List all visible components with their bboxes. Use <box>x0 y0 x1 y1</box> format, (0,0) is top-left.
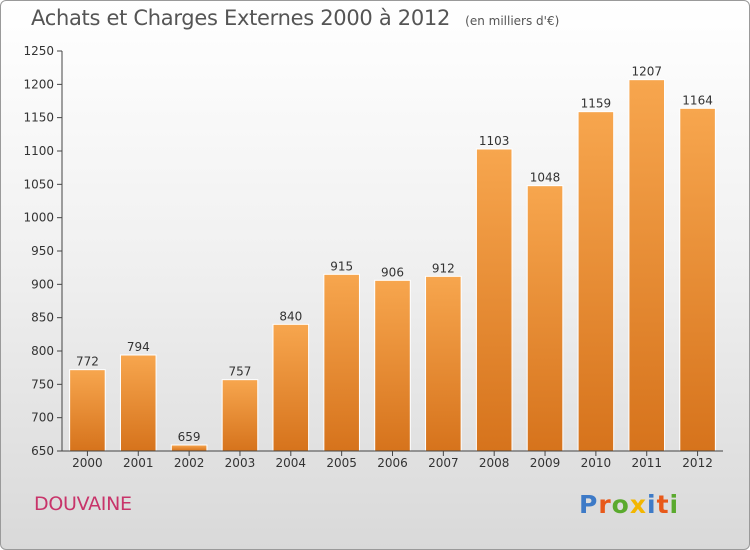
bar-2012 <box>679 107 716 452</box>
logo-letter: o <box>611 490 630 519</box>
data-label: 1048 <box>530 171 561 185</box>
y-tick-label: 800 <box>31 344 54 358</box>
y-tick-label: 900 <box>31 277 54 291</box>
x-tick-label: 2002 <box>174 456 205 470</box>
y-tick-label: 750 <box>31 377 54 391</box>
bar-2001 <box>119 354 157 452</box>
labels-layer: 772 2000 794 2001 659 2002 757 2003 840 2004 915 20… <box>23 44 712 470</box>
x-tick-label: 2007 <box>428 456 459 470</box>
x-tick-label: 2003 <box>225 456 256 470</box>
logo-letter: i <box>647 490 657 519</box>
y-tick-label: 1200 <box>23 77 54 91</box>
y-tick-label: 700 <box>31 411 54 425</box>
y-tick-label: 1150 <box>23 111 54 125</box>
bars-layer <box>69 79 716 452</box>
x-tick-label: 2005 <box>326 456 357 470</box>
title-row: Achats et Charges Externes 2000 à 2012 (… <box>31 6 559 30</box>
bar-2007 <box>425 275 462 452</box>
data-label: 915 <box>330 259 353 273</box>
data-label: 757 <box>229 365 252 379</box>
logo-letter: x <box>629 490 647 519</box>
x-tick-label: 2010 <box>581 456 612 470</box>
data-label: 794 <box>127 340 150 354</box>
y-tick-label: 850 <box>31 311 54 325</box>
bar-2000 <box>69 369 106 452</box>
bar-2011 <box>628 79 666 452</box>
data-label: 1164 <box>682 93 713 107</box>
y-tick-label: 1000 <box>23 211 54 225</box>
logo-letter: r <box>598 490 612 519</box>
x-tick-label: 2008 <box>479 456 510 470</box>
bar-2010 <box>577 111 615 452</box>
x-tick-label: 2001 <box>123 456 154 470</box>
bar-2003 <box>221 379 259 452</box>
chart-unit: (en milliers d'€) <box>465 14 560 28</box>
data-label: 659 <box>178 430 201 444</box>
bar-2009 <box>526 185 564 452</box>
location-label: DOUVAINE <box>34 493 132 515</box>
data-label: 840 <box>279 309 302 323</box>
data-label: 1103 <box>479 134 510 148</box>
x-tick-label: 2000 <box>72 456 103 470</box>
y-tick-label: 650 <box>31 444 54 458</box>
data-label: 1159 <box>581 97 612 111</box>
bar-2002 <box>170 444 208 452</box>
logo-letter: t <box>656 490 670 519</box>
logo-letter: P <box>579 490 599 519</box>
y-tick-label: 1050 <box>23 177 54 191</box>
logo-letter: i <box>669 490 680 519</box>
bar-2006 <box>374 279 411 452</box>
x-tick-label: 2011 <box>631 456 662 470</box>
y-tick-label: 1250 <box>23 44 54 58</box>
y-tick-label: 950 <box>31 244 54 258</box>
data-label: 906 <box>381 265 404 279</box>
chart-title: Achats et Charges Externes 2000 à 2012 <box>31 6 451 30</box>
bar-2005 <box>323 273 360 452</box>
x-tick-label: 2006 <box>377 456 408 470</box>
axes-layer <box>57 50 723 456</box>
bar-2004 <box>272 323 310 452</box>
x-tick-label: 2004 <box>276 456 307 470</box>
data-label: 1207 <box>631 65 662 79</box>
proxiti-logo: Proxiti <box>579 490 679 519</box>
x-tick-label: 2012 <box>682 456 713 470</box>
data-label: 772 <box>76 355 99 369</box>
x-tick-label: 2009 <box>530 456 561 470</box>
y-tick-label: 1100 <box>23 144 54 158</box>
data-label: 912 <box>432 261 455 275</box>
bar-2008 <box>475 148 513 452</box>
